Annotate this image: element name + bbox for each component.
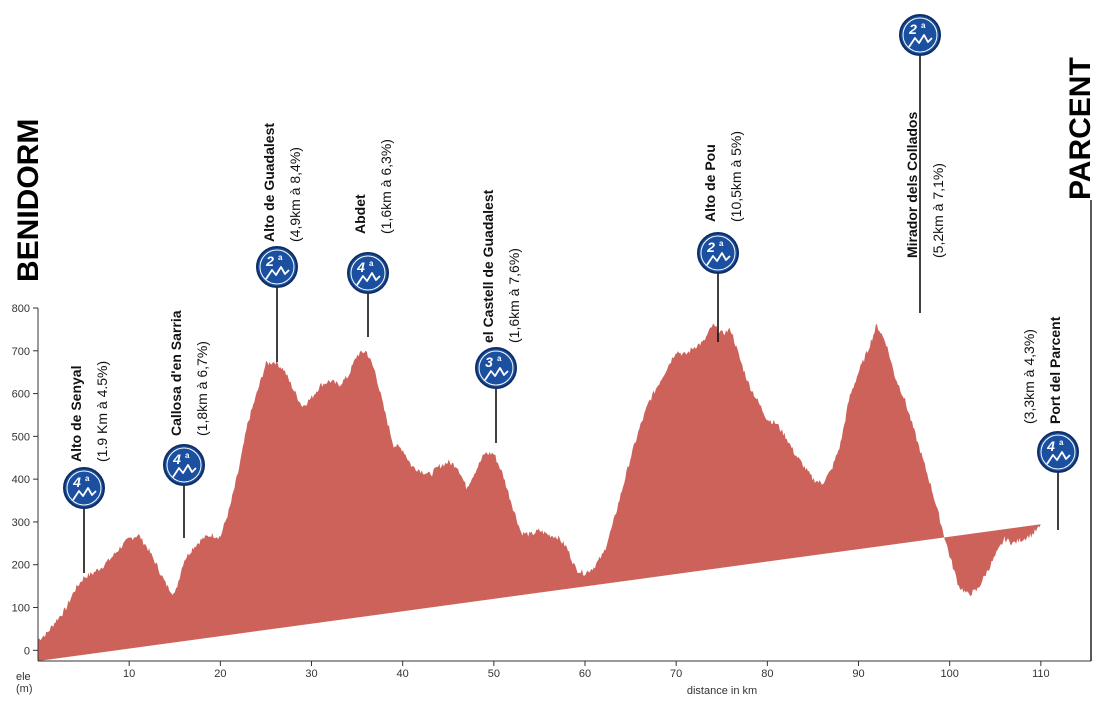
y-tick-label: 700 (12, 346, 30, 358)
y-tick-label: 200 (12, 560, 30, 572)
climb-badge-ring (166, 447, 202, 483)
x-tick-label: 110 (1032, 668, 1050, 680)
climb-badge-ring (902, 17, 938, 53)
climb-name-label: Abdet (352, 194, 368, 234)
climb-detail-label: (1,8km à 6,7%) (194, 341, 210, 436)
climb-category-badge (256, 246, 298, 288)
climb-badge-ring (700, 235, 736, 271)
y-tick-label: 400 (12, 474, 30, 486)
x-tick-label: 10 (123, 668, 135, 680)
climb-category-badge (475, 347, 517, 389)
climb-category-number: 2 (706, 239, 715, 255)
climb-name-label: Alto de Senyal (68, 366, 84, 462)
x-tick-label: 20 (214, 668, 226, 680)
climb-category-suffix: a (921, 21, 926, 30)
climb-category-suffix: a (85, 474, 90, 483)
climb-detail-label: (4,9km à 8,4%) (287, 147, 303, 242)
climb-name-label: Port del Parcent (1047, 316, 1063, 424)
start-town-label: BENIDORM (12, 119, 45, 282)
climb-category-suffix: a (719, 239, 724, 248)
climb-category-badge (63, 467, 105, 509)
climb-detail-label: (5,2km à 7,1%) (930, 163, 946, 258)
elevation-area (38, 323, 1041, 661)
y-tick-label: 0 (24, 645, 30, 657)
climb-category-suffix: a (1059, 438, 1064, 447)
x-tick-label: 100 (941, 668, 959, 680)
x-tick-label: 30 (305, 668, 317, 680)
y-tick-label: 800 (12, 303, 30, 315)
climb-badge-ring (1040, 434, 1076, 470)
x-tick-label: 40 (397, 668, 409, 680)
climb-marker: 4 a Callosa d'en Sarria (1,8km à 6,7%) (163, 310, 210, 538)
climb-name-label: el Castell de Guadalest (480, 189, 496, 343)
mountain-icon (484, 367, 509, 381)
climb-category-number: 2 (908, 21, 917, 37)
climb-name-label: Mirador dels Collados (904, 112, 920, 258)
mountain-icon (908, 34, 933, 48)
climb-detail-label: (10,5km à 5%) (728, 131, 744, 222)
finish-town-label: PARCENT (1064, 57, 1094, 200)
axis-ticks: 10 20 30 40 50 60 70 80 90 100 110 0 100 200 300 400 500… (12, 303, 1050, 680)
mountain-icon (265, 266, 290, 280)
y-tick-label: 600 (12, 389, 30, 401)
climb-category-badge (347, 252, 389, 294)
y-tick-label: 100 (12, 603, 30, 615)
x-tick-label: 50 (488, 668, 500, 680)
climb-category-number: 2 (265, 253, 274, 269)
climb-badge-ring (66, 470, 102, 506)
climb-marker: 2 a Alto de Pou (10,5km à 5%) (697, 131, 744, 342)
climb-detail-label: (1.9 Km à 4.5%) (94, 361, 110, 462)
x-tick-label: 70 (670, 668, 682, 680)
climb-badge-ring (478, 350, 514, 386)
mountain-icon (72, 487, 97, 501)
climb-name-label: Alto de Pou (702, 144, 718, 222)
y-tick-label: 500 (12, 431, 30, 443)
climb-marker: 4 a Abdet (1,6km à 6,3%) (347, 139, 394, 337)
climb-detail-label: (1,6km à 6,3%) (378, 139, 394, 234)
mountain-icon (172, 464, 197, 478)
climb-name-label: Alto de Guadalest (261, 123, 277, 242)
climb-category-number: 4 (1046, 438, 1055, 454)
climb-detail-label: (1,6km à 7,6%) (506, 248, 522, 343)
x-tick-label: 90 (852, 668, 864, 680)
mountain-icon (1046, 451, 1071, 465)
mountain-icon (356, 272, 381, 286)
mountain-icon (706, 252, 731, 266)
climb-marker: 3 a el Castell de Guadalest (1,6km à 7,6%) (475, 189, 522, 443)
climb-marker: 2 a Alto de Guadalest (4,9km à 8,4%) (256, 123, 303, 362)
climb-marker: 4 a Alto de Senyal (1.9 Km à 4.5%) (63, 361, 110, 573)
elevation-area-path (38, 323, 1041, 661)
climb-badge-ring (259, 249, 295, 285)
climb-category-badge (899, 14, 941, 56)
y-axis-title-line: ele (16, 671, 31, 683)
climb-category-suffix: a (278, 253, 283, 262)
climb-name-label: Callosa d'en Sarria (168, 310, 184, 436)
y-axis-title: ele (m) (16, 671, 33, 695)
climb-category-badge (163, 444, 205, 486)
climb-category-suffix: a (497, 354, 502, 363)
y-axis-title-line: (m) (16, 683, 33, 695)
climb-marker: 4 a Port del Parcent (3,3km à 4,3%) (1021, 316, 1079, 530)
climb-category-suffix: a (369, 259, 374, 268)
x-tick-label: 60 (579, 668, 591, 680)
climb-category-badge (697, 232, 739, 274)
climb-category-number: 3 (485, 354, 493, 370)
climb-detail-label: (3,3km à 4,3%) (1021, 329, 1037, 424)
y-tick-label: 300 (12, 517, 30, 529)
x-axis-title: distance in km (687, 685, 757, 697)
climb-marker: 2 a Mirador dels Collados (5,2km à 7,1%) (899, 14, 946, 313)
chart-axes (37, 200, 1092, 662)
climb-badge-ring (350, 255, 386, 291)
climb-category-suffix: a (185, 451, 190, 460)
x-tick-label: 80 (761, 668, 773, 680)
climb-category-number: 4 (72, 474, 81, 490)
climb-category-number: 4 (172, 451, 181, 467)
climb-category-number: 4 (356, 259, 365, 275)
climb-category-badge (1037, 431, 1079, 473)
